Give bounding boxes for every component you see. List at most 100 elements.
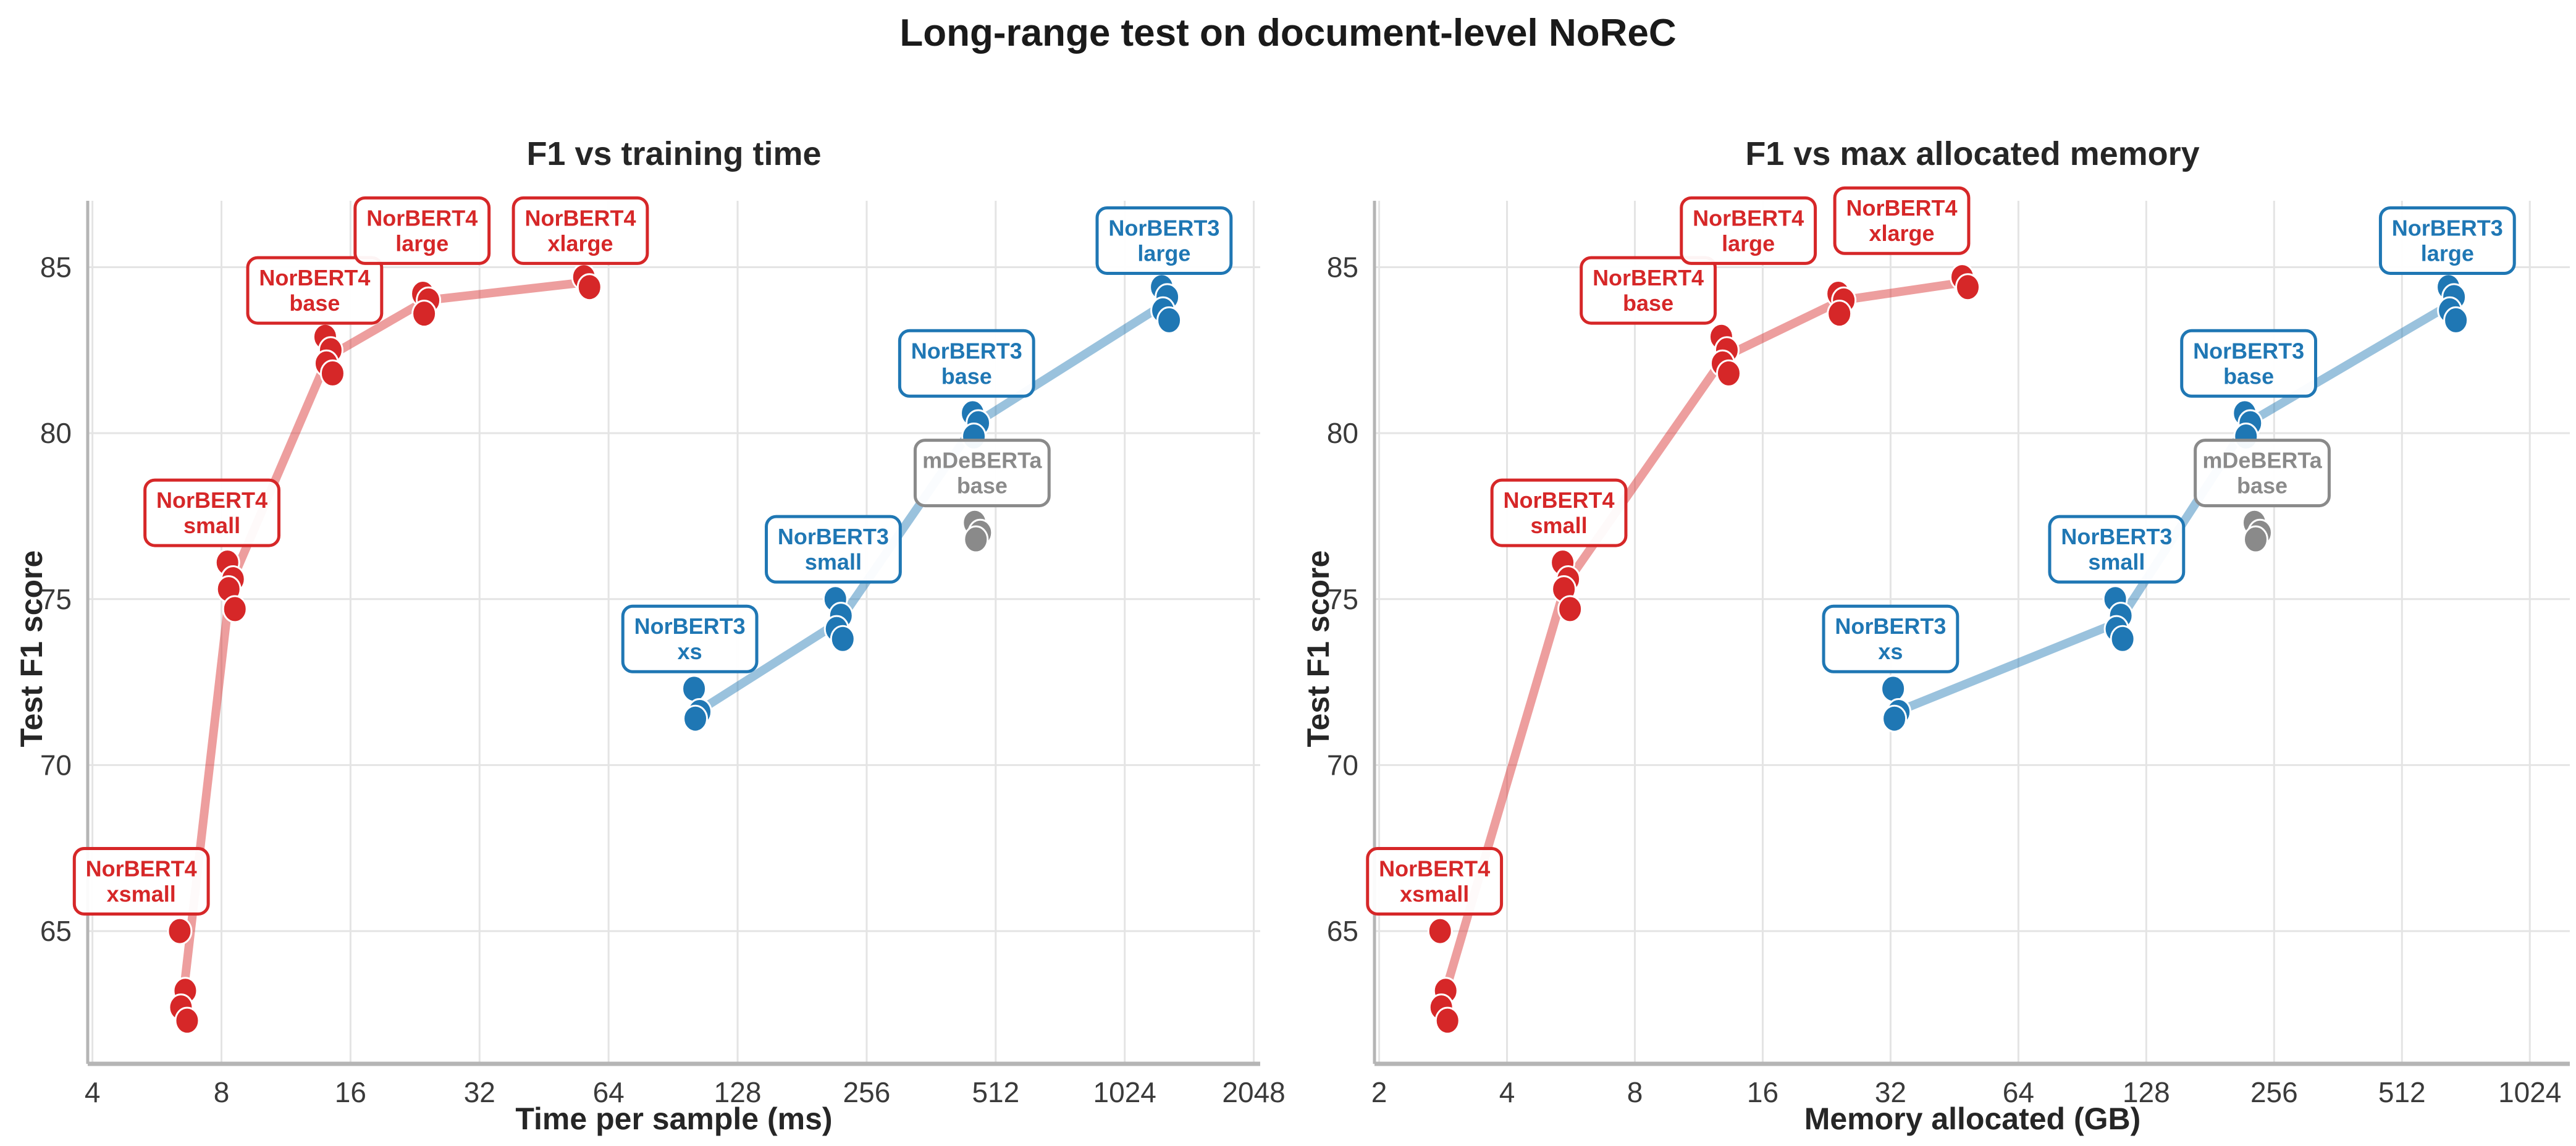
- tick-labels: 4 8 16 32 64 128 256 512 1024 2048 65 70 75 80 85: [40, 251, 1286, 1108]
- annotation-text: mDeBERTa: [2202, 448, 2322, 473]
- annotation-text: NorBERT3: [2392, 215, 2503, 240]
- svg-text:8: 8: [214, 1076, 230, 1108]
- svg-text:1024: 1024: [2498, 1076, 2561, 1108]
- data-point: [1827, 300, 1853, 328]
- data-point: [1955, 273, 1980, 301]
- data-point: [1557, 595, 1583, 623]
- annotation-text: NorBERT4: [1379, 856, 1490, 881]
- annotation-text: NorBERT4: [1846, 195, 1958, 221]
- svg-text:75: 75: [40, 583, 72, 615]
- svg-text:65: 65: [40, 915, 72, 947]
- annotations-NorBERT4: NorBERT4xsmallNorBERT4smallNorBERT4baseN…: [1366, 186, 1971, 916]
- annotation-box: [2048, 515, 2186, 584]
- annotation-text: base: [289, 290, 340, 316]
- gridlines: [88, 201, 1260, 1064]
- data-point: [174, 1006, 200, 1035]
- svg-text:256: 256: [2250, 1076, 2298, 1108]
- points-NorBERT4: [167, 263, 602, 1035]
- left-chart: 4 8 16 32 64 128 256 512 1024 20486570758085NorBE…: [40, 196, 1286, 1108]
- annotation-text: large: [1722, 230, 1775, 256]
- svg-text:75: 75: [1327, 583, 1358, 615]
- svg-text:128: 128: [714, 1076, 762, 1108]
- tick-labels: 2 4 8 16 32 64 128 256 512 1024 65 70 75 80 85: [1327, 251, 2562, 1108]
- svg-text:64: 64: [2003, 1076, 2034, 1108]
- points-mDeBERTa: [2241, 508, 2273, 554]
- svg-text:2: 2: [1371, 1076, 1387, 1108]
- svg-text:8: 8: [1627, 1076, 1643, 1108]
- svg-text:80: 80: [40, 417, 72, 449]
- svg-text:32: 32: [1875, 1076, 1906, 1108]
- annotation-text: large: [395, 230, 448, 256]
- gridlines: [1374, 201, 2570, 1064]
- annotation-text: NorBERT4: [366, 205, 478, 230]
- page-title: Long-range test on document-level NoReC: [899, 12, 1677, 54]
- data-point: [2110, 625, 2136, 653]
- right-chart-title: F1 vs max allocated memory: [1745, 135, 2200, 172]
- annotations-NorBERT3: NorBERT3xsNorBERT3smallNorBERT3baseNorBE…: [621, 206, 1233, 673]
- annotation-box: [2194, 439, 2331, 508]
- annotation-text: base: [1623, 290, 1673, 316]
- annotation-text: mDeBERTa: [922, 448, 1042, 473]
- annotation-text: NorBERT3: [2193, 338, 2304, 363]
- annotation-text: xlarge: [1869, 221, 1934, 246]
- svg-text:4: 4: [1499, 1076, 1515, 1108]
- left-chart-title: F1 vs training time: [526, 135, 822, 172]
- annotation-text: NorBERT3: [2061, 524, 2172, 549]
- annotation-text: xlarge: [547, 230, 613, 256]
- annotation-box: [621, 604, 759, 673]
- data-point: [1882, 704, 1908, 733]
- annotation-box: [1490, 478, 1628, 547]
- annotation-box: [913, 439, 1051, 508]
- svg-text:16: 16: [335, 1076, 366, 1108]
- svg-text:1024: 1024: [1093, 1076, 1156, 1108]
- annotation-text: small: [2088, 549, 2145, 575]
- data-point: [1427, 917, 1453, 945]
- annotation-text: NorBERT4: [259, 265, 370, 290]
- annotation-text: NorBERT3: [778, 524, 889, 549]
- annotation-box: [2180, 329, 2318, 398]
- annotation-box: [1580, 256, 1717, 325]
- annotation-text: NorBERT4: [1693, 205, 1804, 230]
- points-mDeBERTa: [962, 508, 993, 554]
- trend-line-NorBERT4: [178, 277, 592, 1004]
- svg-text:70: 70: [1327, 749, 1358, 781]
- annotation-box: [765, 515, 902, 584]
- annotation-text: large: [1137, 240, 1190, 266]
- annotation-text: xsmall: [1400, 881, 1469, 906]
- data-point: [411, 300, 437, 328]
- data-point: [963, 525, 989, 554]
- svg-text:85: 85: [1327, 251, 1358, 283]
- annotation-text: NorBERT4: [524, 205, 636, 230]
- annotation-text: base: [941, 363, 992, 389]
- data-point: [1156, 306, 1182, 334]
- annotation-text: small: [805, 549, 862, 575]
- annotations-NorBERT4: NorBERT4xsmallNorBERT4smallNorBERT4baseN…: [72, 196, 649, 916]
- annotation-text: small: [1531, 513, 1588, 538]
- annotation-box: [1095, 206, 1233, 275]
- svg-text:256: 256: [843, 1076, 891, 1108]
- svg-text:128: 128: [2123, 1076, 2170, 1108]
- annotation-box: [1680, 196, 1817, 265]
- annotation-text: xsmall: [107, 881, 176, 906]
- trend-line-NorBERT3: [1892, 299, 2456, 717]
- data-point: [319, 359, 345, 387]
- points-NorBERT3: [681, 273, 1182, 733]
- data-point: [222, 595, 248, 623]
- annotation-text: xs: [1878, 639, 1903, 664]
- data-point: [1880, 675, 1906, 703]
- annotation-text: NorBERT3: [1835, 613, 1946, 639]
- annotation-box: [143, 478, 280, 547]
- annotation-text: xs: [678, 639, 702, 664]
- annotation-box: [1822, 604, 1959, 673]
- annotation-text: NorBERT4: [86, 856, 197, 881]
- svg-text:2048: 2048: [1222, 1076, 1285, 1108]
- annotation-text: small: [183, 513, 240, 538]
- annotation-text: NorBERT4: [156, 487, 267, 513]
- data-point: [681, 675, 707, 703]
- svg-text:16: 16: [1747, 1076, 1778, 1108]
- data-point: [167, 917, 193, 945]
- svg-text:512: 512: [972, 1076, 1019, 1108]
- annotations-NorBERT3: NorBERT3xsNorBERT3smallNorBERT3baseNorBE…: [1822, 206, 2516, 673]
